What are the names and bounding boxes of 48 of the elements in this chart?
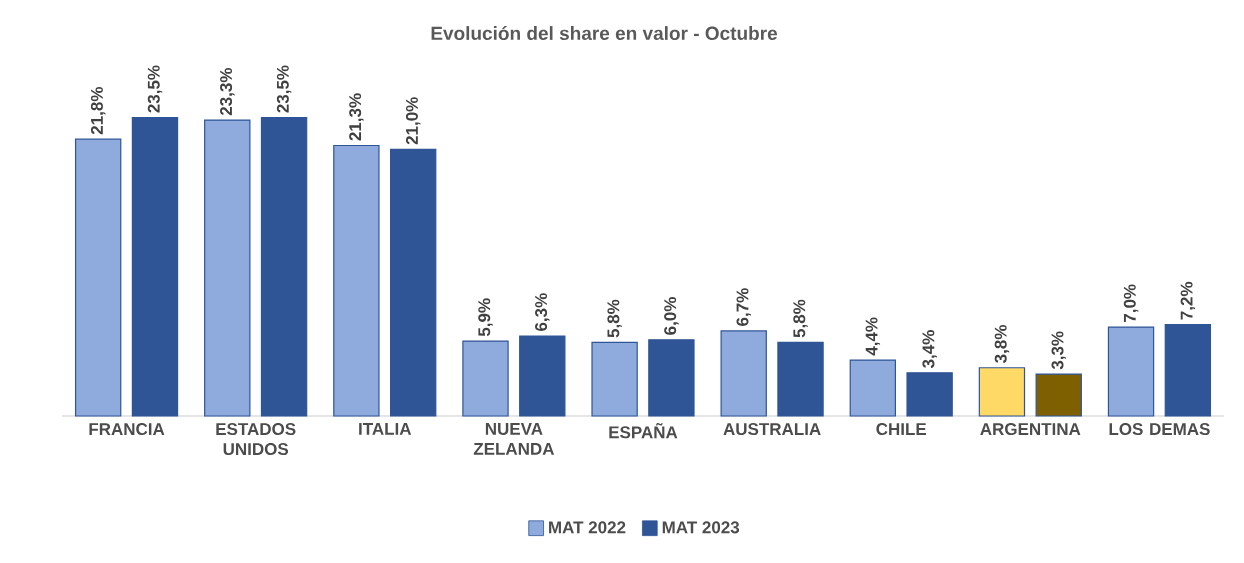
bar [390,148,437,417]
bar [462,340,509,417]
data-label: 23,5% [147,65,163,113]
data-label: 6,0% [664,297,679,335]
data-label: 3,8% [994,325,1010,363]
x-tick-label: AUSTRALIA [723,423,821,436]
bar [849,359,897,417]
data-label: 5,8% [607,299,622,338]
data-label: 3,3% [1051,331,1066,370]
bar [1164,323,1212,417]
bar [131,116,179,417]
bar [519,335,566,417]
x-tick-label: ARGENTINA [980,423,1081,436]
x-tick-label: ITALIA [359,423,412,435]
bar [906,372,953,417]
data-label: 7,2% [1180,281,1196,320]
bar [648,339,695,417]
bar [204,119,251,417]
x-tick-label: NUEVA ZELANDA [473,423,555,455]
data-label: 7,0% [1123,284,1139,322]
bar [74,138,122,417]
bar [333,144,380,417]
x-tick-label: ESPAÑA [609,423,678,439]
data-label: 21,0% [405,97,421,145]
bar [1107,326,1155,417]
bar [260,116,308,417]
data-label: 3,4% [922,330,937,369]
x-tick-label: FRANCIA [89,423,165,436]
bar [591,341,638,417]
x-tick-label: ESTADOS UNIDOS [216,423,296,456]
bar [777,341,824,417]
data-label: 21,3% [349,93,364,141]
data-label: 5,8% [793,299,808,338]
legend-label: MAT 2023 [662,521,740,534]
legend-label: MAT 2022 [549,521,626,534]
bar [1035,373,1082,417]
data-label: 23,3% [220,67,235,116]
data-label: 6,3% [535,293,550,331]
x-tick-label: LOS DEMAS [1109,423,1210,436]
data-label: 5,9% [478,298,493,337]
x-tick-label: CHILE [876,423,927,436]
bar [720,330,767,417]
data-label: 4,4% [865,317,881,356]
data-label: 23,5% [276,65,292,113]
data-label: 21,8% [90,87,106,135]
chart-title: Evolución del share en valor - Octubre [431,25,778,41]
bar [978,367,1026,417]
data-label: 6,7% [736,288,751,326]
